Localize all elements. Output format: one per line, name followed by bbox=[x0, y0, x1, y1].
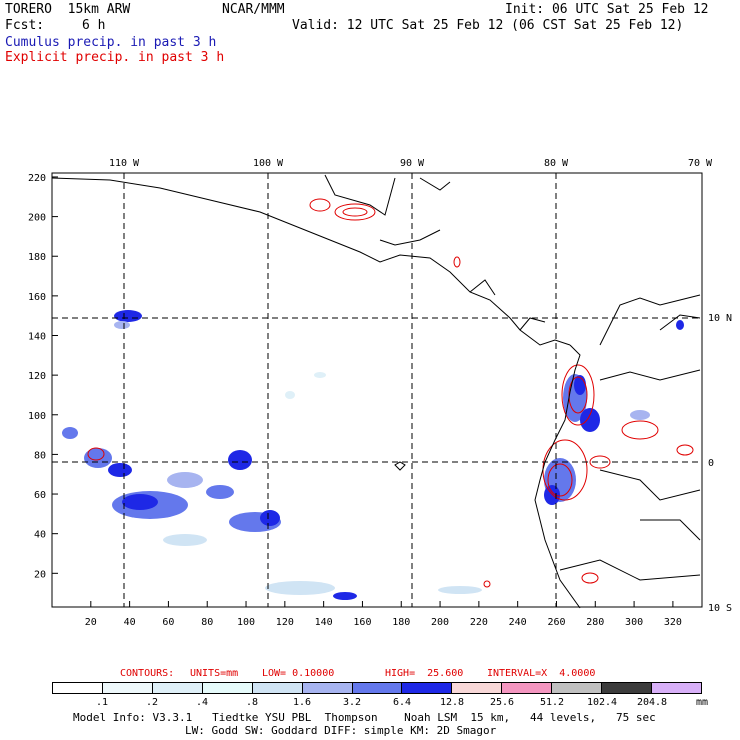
x-tick-label: 220 bbox=[470, 617, 488, 628]
x-tick-label: 160 bbox=[353, 617, 371, 628]
y-tick-label: 60 bbox=[34, 490, 46, 501]
legend-swatch bbox=[152, 683, 203, 693]
x-tick-label: 140 bbox=[315, 617, 333, 628]
model-info-line1: Model Info: V3.3.1 Tiedtke YSU PBL Thomp… bbox=[73, 711, 656, 724]
y-tick-label: 180 bbox=[28, 252, 46, 263]
legend-swatch bbox=[452, 683, 503, 693]
axis-tick-labels: 20 40 60 80 100 120 140 160 180 200 220 240 260 280 30… bbox=[28, 158, 732, 628]
model-info-line2: LW: Godd SW: Goddard DIFF: simple KM: 2D… bbox=[185, 724, 497, 737]
legend-label: 102.4 bbox=[586, 697, 618, 708]
explicit-precip-contours bbox=[87, 198, 694, 588]
x-tick-label: 60 bbox=[162, 617, 174, 628]
y-tick-label: 200 bbox=[28, 213, 46, 224]
precip-color-legend bbox=[52, 682, 702, 694]
low-label: LOW= 0.10000 bbox=[262, 668, 335, 679]
latitude-label: 10 N bbox=[708, 313, 732, 324]
legend-unit: mm bbox=[696, 697, 709, 708]
model-title: TORERO 15km ARW bbox=[5, 2, 131, 17]
latitude-label: 10 S bbox=[708, 603, 732, 614]
coastlines bbox=[51, 174, 701, 609]
legend-swatch bbox=[652, 683, 701, 693]
x-tick-label: 40 bbox=[124, 617, 136, 628]
x-tick-label: 320 bbox=[664, 617, 682, 628]
x-tick-label: 180 bbox=[392, 617, 410, 628]
y-tick-label: 100 bbox=[28, 411, 46, 422]
high-label: HIGH= 25.600 bbox=[385, 668, 464, 679]
longitude-label: 70 W bbox=[688, 158, 713, 169]
y-tick-label: 20 bbox=[34, 569, 46, 580]
explicit-legend-label: Explicit precip. in past 3 h bbox=[5, 50, 225, 65]
y-tick-label: 120 bbox=[28, 371, 46, 382]
x-tick-label: 200 bbox=[431, 617, 449, 628]
longitude-label: 110 W bbox=[109, 158, 140, 169]
legend-swatch bbox=[402, 683, 453, 693]
axis-ticks bbox=[52, 176, 674, 607]
valid-time: Valid: 12 UTC Sat 25 Feb 12 (06 CST Sat … bbox=[292, 18, 684, 33]
x-tick-label: 260 bbox=[547, 617, 565, 628]
forecast-label: Fcst: bbox=[5, 18, 45, 33]
legend-label: 51.2 bbox=[539, 697, 565, 708]
y-tick-label: 220 bbox=[28, 173, 46, 184]
legend-label: 6.4 bbox=[392, 697, 412, 708]
x-tick-label: 300 bbox=[625, 617, 643, 628]
longitude-label: 80 W bbox=[544, 158, 569, 169]
x-tick-label: 240 bbox=[509, 617, 527, 628]
legend-swatch bbox=[202, 683, 253, 693]
legend-swatch bbox=[352, 683, 403, 693]
longitude-label: 90 W bbox=[400, 158, 425, 169]
legend-swatch bbox=[53, 683, 103, 693]
longitude-label: 100 W bbox=[253, 158, 284, 169]
x-tick-label: 280 bbox=[586, 617, 604, 628]
legend-label: 3.2 bbox=[342, 697, 362, 708]
legend-label: .8 bbox=[245, 697, 259, 708]
legend-label: .1 bbox=[95, 697, 109, 708]
org-label: NCAR/MMM bbox=[222, 2, 285, 17]
init-time: Init: 06 UTC Sat 25 Feb 12 bbox=[505, 2, 709, 17]
legend-label: 12.8 bbox=[439, 697, 465, 708]
x-tick-label: 100 bbox=[237, 617, 255, 628]
map-frame bbox=[51, 172, 703, 608]
legend-label: 25.6 bbox=[489, 697, 515, 708]
legend-label: 204.8 bbox=[636, 697, 668, 708]
units-label: UNITS=mm bbox=[190, 668, 239, 679]
latlon-grid bbox=[52, 173, 702, 607]
forecast-hours: 6 h bbox=[82, 18, 106, 33]
y-tick-label: 80 bbox=[34, 450, 46, 461]
legend-swatch bbox=[252, 683, 303, 693]
legend-swatch bbox=[302, 683, 353, 693]
legend-swatch bbox=[502, 683, 553, 693]
legend-label: .4 bbox=[195, 697, 209, 708]
x-tick-label: 80 bbox=[201, 617, 213, 628]
legend-label: .2 bbox=[145, 697, 159, 708]
interval-label: INTERVAL=X 4.0000 bbox=[487, 668, 596, 679]
latitude-label: 0 bbox=[708, 458, 714, 469]
legend-swatch bbox=[552, 683, 603, 693]
x-tick-label: 20 bbox=[85, 617, 97, 628]
legend-swatch bbox=[102, 683, 153, 693]
cumulus-precip-shading bbox=[62, 310, 684, 600]
y-tick-label: 160 bbox=[28, 292, 46, 303]
y-tick-label: 140 bbox=[28, 332, 46, 343]
cumulus-legend-label: Cumulus precip. in past 3 h bbox=[5, 35, 217, 50]
legend-label: 1.6 bbox=[292, 697, 312, 708]
y-tick-label: 40 bbox=[34, 530, 46, 541]
contours-label: CONTOURS: bbox=[120, 668, 175, 679]
legend-swatch bbox=[602, 683, 653, 693]
x-tick-label: 120 bbox=[276, 617, 294, 628]
